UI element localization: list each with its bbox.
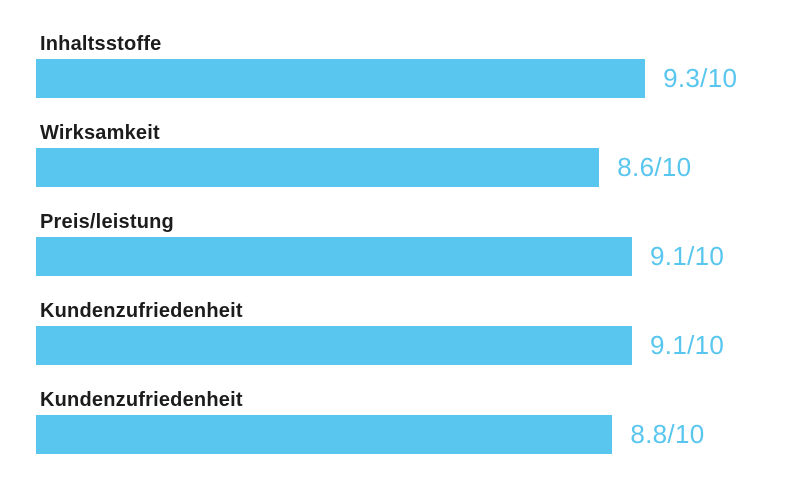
rating-row: Wirksamkeit 8.6/10 xyxy=(36,121,800,187)
score-label: 9.3/10 xyxy=(663,63,738,93)
rating-bar xyxy=(36,59,646,98)
category-label: Kundenzufriedenheit xyxy=(40,300,243,322)
rating-bar xyxy=(36,148,600,187)
score-label: 9.1/10 xyxy=(650,330,725,360)
rating-row: Kundenzufriedenheit 8.8/10 xyxy=(36,388,800,454)
bar-line: 8.6/10 xyxy=(36,148,800,187)
category-label: Preis/leistung xyxy=(40,211,174,233)
rating-bar xyxy=(36,326,633,365)
bar-line: 9.1/10 xyxy=(36,326,800,365)
category-label: Wirksamkeit xyxy=(40,122,160,144)
score-label: 9.1/10 xyxy=(650,241,725,271)
rating-row: Inhaltsstoffe 9.3/10 xyxy=(36,32,800,98)
rating-bar xyxy=(36,237,633,276)
category-label: Inhaltsstoffe xyxy=(40,33,162,55)
score-label: 8.8/10 xyxy=(630,419,705,449)
score-label: 8.6/10 xyxy=(617,152,692,182)
bar-line: 9.1/10 xyxy=(36,237,800,276)
bar-line: 9.3/10 xyxy=(36,59,800,98)
bar-line: 8.8/10 xyxy=(36,415,800,454)
rating-bar xyxy=(36,415,613,454)
rating-row: Kundenzufriedenheit 9.1/10 xyxy=(36,299,800,365)
rating-row: Preis/leistung 9.1/10 xyxy=(36,210,800,276)
category-label: Kundenzufriedenheit xyxy=(40,389,243,411)
